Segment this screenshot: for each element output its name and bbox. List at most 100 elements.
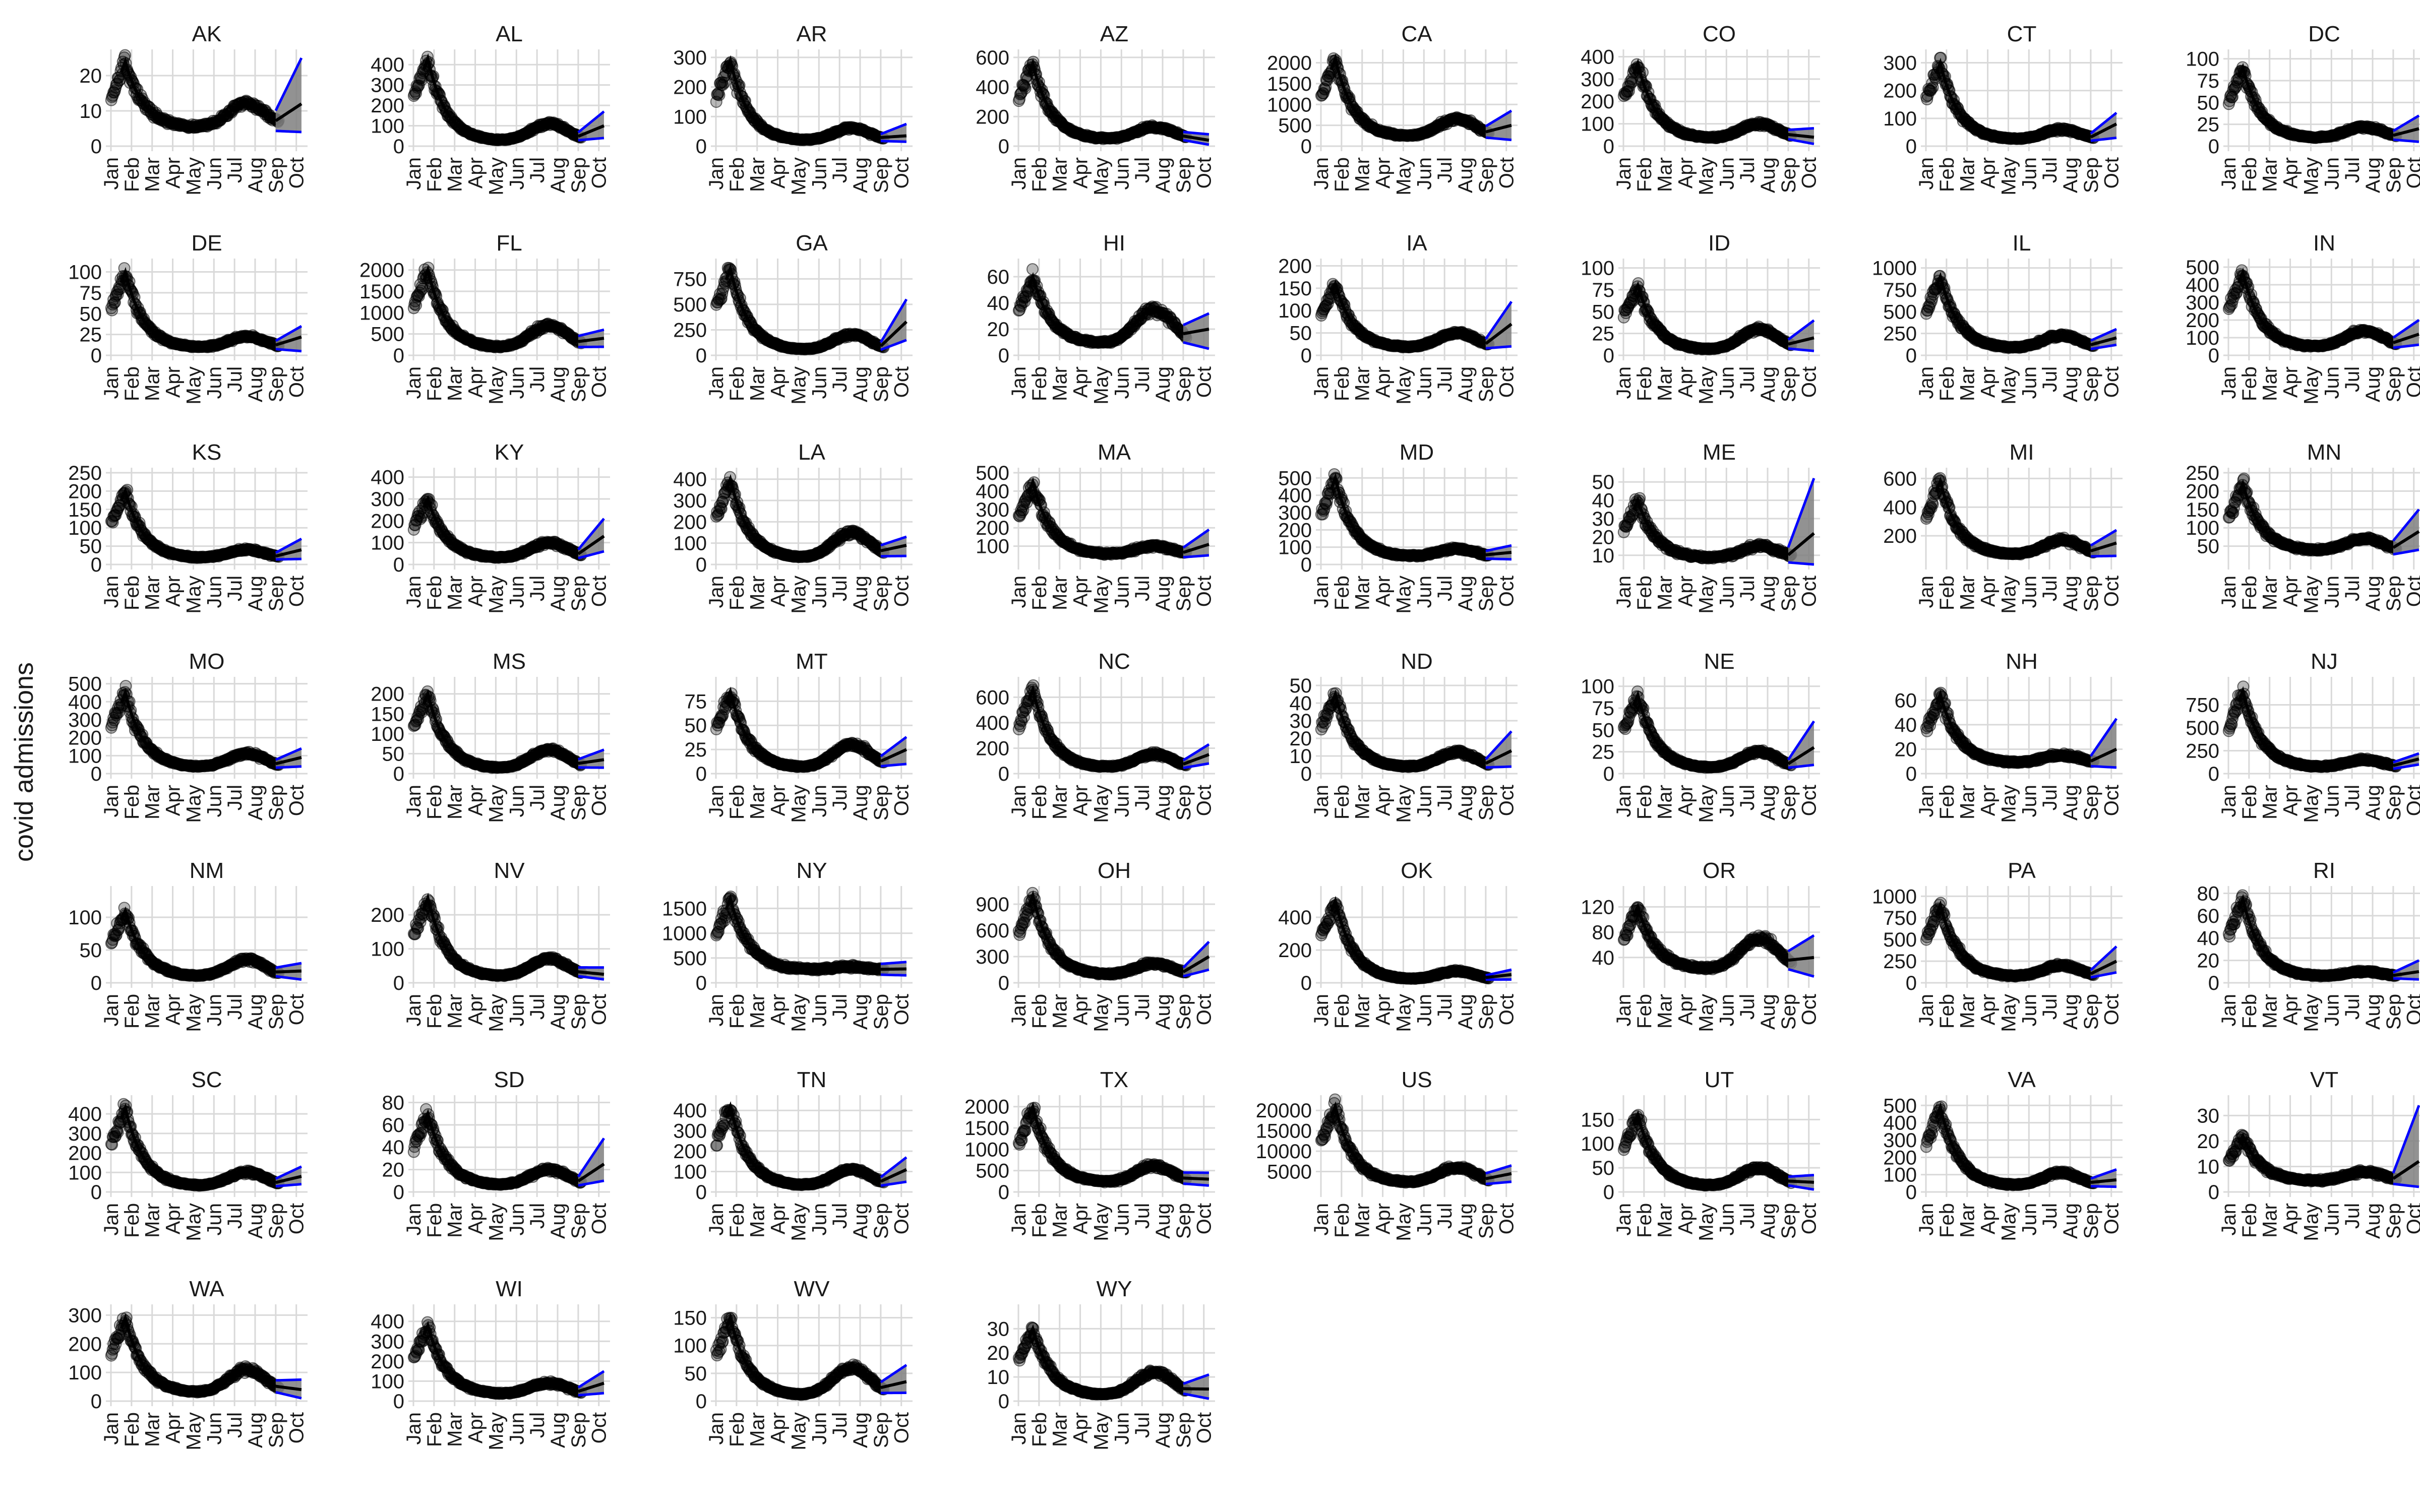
x-tick-label: Apr [767,576,790,607]
x-tick-label: May [2300,157,2322,196]
x-tick-label: Feb [726,576,748,610]
x-tick-label: Jan [1310,366,1333,399]
x-tick-label: Jan [100,576,123,608]
y-tick-label: 200 [371,510,404,532]
x-tick-label: Mar [444,576,466,610]
y-tick-label: 75 [80,282,102,304]
x-tick-label: Jul [224,157,246,183]
x-tick-label: Jul [2341,157,2364,183]
x-tick-label: Mar [1352,366,1374,401]
x-tick-label: Mar [2259,366,2281,401]
observed-points [1012,55,1192,145]
x-tick-label: Aug [1757,366,1779,402]
panel-ar: AR0100200300JanFebMarAprMayJunJulAugSepO… [673,22,913,196]
x-tick-label: Sep [1778,366,1800,402]
panel-title: KY [495,440,524,465]
y-tick-label: 400 [1581,46,1614,68]
x-tick-label: Mar [747,157,769,192]
x-tick-label: Sep [265,157,287,193]
panel-title: AZ [1100,22,1128,46]
x-tick-label: Sep [2080,157,2102,193]
y-tick-label: 40 [987,292,1010,314]
panel-fl: FL0500100015002000JanFebMarAprMayJunJulA… [359,231,611,405]
x-tick-label: Sep [265,366,287,402]
panel-de: DE0255075100JanFebMarAprMayJunJulAugSepO… [68,231,308,405]
y-tick-label: 100 [371,115,404,138]
x-tick-label: Feb [424,157,446,192]
x-tick-label: Apr [465,366,487,398]
panel-title: AR [796,22,827,46]
x-tick-label: Sep [2383,157,2405,193]
y-tick-label: 50 [80,303,102,325]
x-tick-label: Aug [1152,366,1174,402]
x-tick-label: Jun [2321,157,2343,190]
observed-points [407,262,587,354]
panel-title: AL [496,22,523,46]
x-tick-label: Jan [1613,366,1635,399]
x-tick-label: Jan [1008,366,1030,399]
y-tick-label: 75 [1592,279,1615,301]
panel-title: LA [798,440,825,465]
y-tick-label: 750 [673,268,707,290]
x-tick-label: Feb [726,366,748,401]
y-tick-label: 50 [2197,92,2220,114]
x-tick-label: Feb [1028,366,1051,401]
x-tick-label: Feb [1936,157,1958,192]
x-tick-label: Sep [568,576,590,611]
y-tick-label: 300 [673,490,707,512]
x-tick-label: Feb [424,576,446,610]
x-tick-label: Apr [2280,366,2302,398]
panel-title: GA [796,231,828,256]
x-tick-label: Mar [142,576,164,610]
observed-points [2222,264,2402,353]
x-tick-label: Mar [1352,157,1374,192]
y-tick-label: 0 [998,345,1009,367]
x-tick-label: Sep [1475,157,1497,193]
x-tick-label: Jun [1413,366,1435,399]
x-tick-label: Feb [1028,157,1051,192]
y-tick-label: 50 [1592,301,1615,323]
x-tick-label: Jun [506,366,528,399]
x-tick-label: Jun [506,157,528,190]
x-tick-label: Aug [547,576,569,611]
panel-title: HI [1103,231,1125,256]
x-tick-label: Sep [1475,366,1497,402]
x-tick-label: Feb [1936,366,1958,401]
y-tick-label: 250 [68,462,102,484]
y-tick-label: 500 [371,324,404,346]
y-tick-label: 0 [393,136,404,158]
x-tick-label: Apr [1372,366,1395,398]
y-tick-label: 300 [1581,69,1614,91]
panel-title: CT [2007,22,2037,46]
y-tick-label: 100 [371,532,404,554]
y-tick-label: 10 [80,100,102,122]
x-tick-label: Mar [747,576,769,610]
observed-points [407,492,587,564]
x-tick-label: Jan [1915,157,1938,190]
x-tick-label: Oct [1798,366,1821,398]
y-tick-label: 100 [1581,113,1614,136]
observed-points [1315,52,1495,142]
x-tick-label: May [183,576,205,614]
x-tick-label: Sep [265,576,287,611]
x-tick-label: Jul [526,366,549,392]
x-tick-label: Sep [1173,157,1195,193]
x-tick-label: Oct [286,576,308,607]
x-tick-label: Mar [1049,157,1071,192]
x-tick-label: Oct [588,366,611,398]
x-tick-label: Jan [705,157,728,190]
panel-la: LA0100200300400JanFebMarAprMayJunJulAugS… [673,440,913,614]
x-tick-label: Oct [891,366,913,398]
x-tick-label: Jan [403,576,425,608]
y-tick-label: 200 [976,106,1009,128]
x-tick-label: Jan [1915,366,1938,399]
x-tick-label: Sep [1778,157,1800,193]
x-tick-label: Feb [1634,366,1656,401]
panel-ks: KS050100150200250JanFebMarAprMayJunJulAu… [68,440,308,614]
observed-points [710,262,890,356]
y-tick-label: 0 [998,136,1009,158]
x-tick-label: Jul [2039,366,2061,392]
x-tick-label: Jun [203,366,225,399]
y-tick-label: 50 [1290,323,1312,345]
panel-al: AL0100200300400JanFebMarAprMayJunJulAugS… [371,22,610,196]
